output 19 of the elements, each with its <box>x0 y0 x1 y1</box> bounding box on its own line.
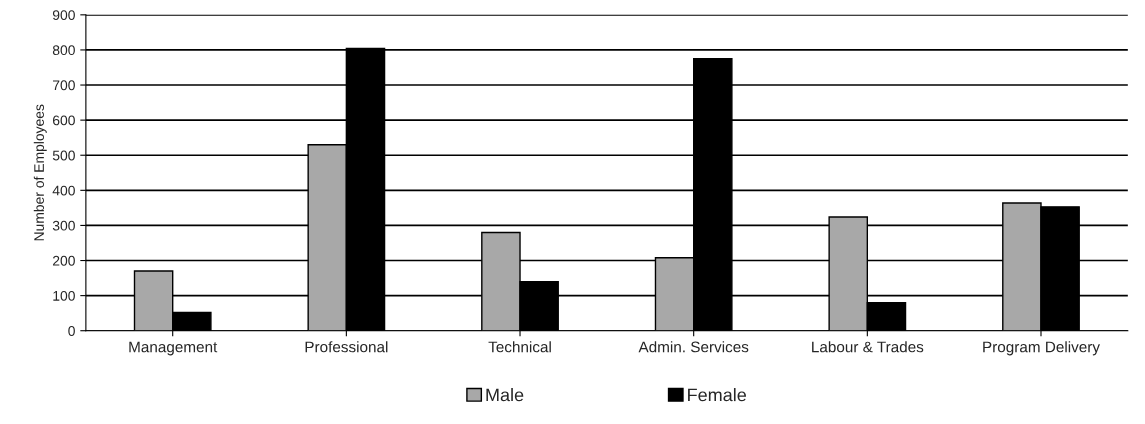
y-tick-label: 100 <box>53 290 75 301</box>
y-axis-title: Number of Employees <box>33 104 47 241</box>
y-tick-label: 600 <box>52 115 75 126</box>
x-tick-label: Program Delivery <box>983 341 1100 356</box>
x-tick-label: Professional <box>305 341 388 353</box>
y-tick-label: 500 <box>52 150 75 161</box>
x-tick-label: Labour & Trades <box>812 341 924 353</box>
y-tick-label: 700 <box>53 80 75 91</box>
legend-label: Male <box>486 388 524 402</box>
y-tick-label: 0 <box>68 326 75 336</box>
x-tick-label: Management <box>129 341 218 356</box>
y-tick-label: 200 <box>52 255 75 266</box>
y-tick-label: 400 <box>52 185 75 196</box>
y-tick-label: 900 <box>52 10 75 21</box>
x-tick-label: Technical <box>488 341 551 353</box>
y-tick-label: 300 <box>52 220 75 231</box>
y-tick-label: 800 <box>52 45 75 56</box>
legend-label: Female <box>688 388 746 402</box>
x-tick-label: Admin. Services <box>638 341 749 353</box>
